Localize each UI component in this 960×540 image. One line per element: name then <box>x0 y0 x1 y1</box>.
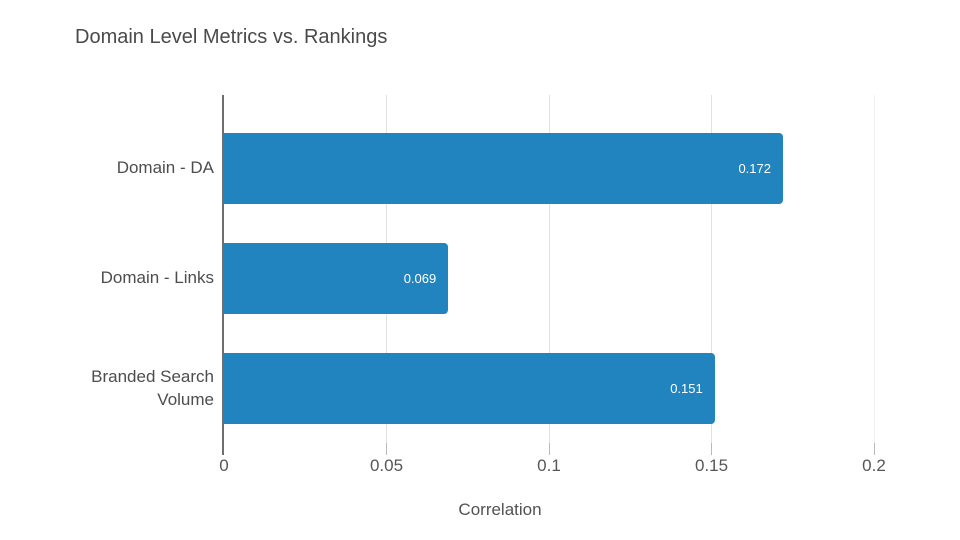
x-tick-label: 0.2 <box>862 456 886 475</box>
bar-value-label: 0.069 <box>403 271 437 286</box>
x-axis-tick-labels: 0 0.05 0.1 0.15 0.2 <box>219 456 886 478</box>
bar: 0.151 <box>224 353 715 424</box>
chart-title: Domain Level Metrics vs. Rankings <box>75 26 388 48</box>
axis-tick <box>386 443 387 455</box>
category-label: Domain - DA <box>116 158 214 178</box>
gridline <box>548 95 550 443</box>
x-tick-label: 0 <box>219 456 229 475</box>
y-axis-line <box>222 95 224 455</box>
plot-area: 0.172 0.069 0.151 <box>222 95 875 455</box>
bar: 0.172 <box>224 133 783 204</box>
axis-tick <box>711 443 712 455</box>
axis-tick <box>873 443 875 455</box>
bar-value-label: 0.172 <box>738 161 771 176</box>
bar-value-label: 0.151 <box>670 381 703 396</box>
x-tick-label: 0.05 <box>369 456 404 475</box>
x-tick-label: 0.1 <box>537 456 561 475</box>
x-axis-title: Correlation <box>458 500 542 519</box>
x-tick-label: 0.15 <box>694 456 729 475</box>
category-label: Branded Search Volume <box>91 367 214 409</box>
category-label: Domain - Links <box>100 268 214 288</box>
bar: 0.069 <box>224 243 449 314</box>
gridline <box>711 95 712 443</box>
axis-tick <box>548 443 550 455</box>
gridline <box>873 95 875 443</box>
